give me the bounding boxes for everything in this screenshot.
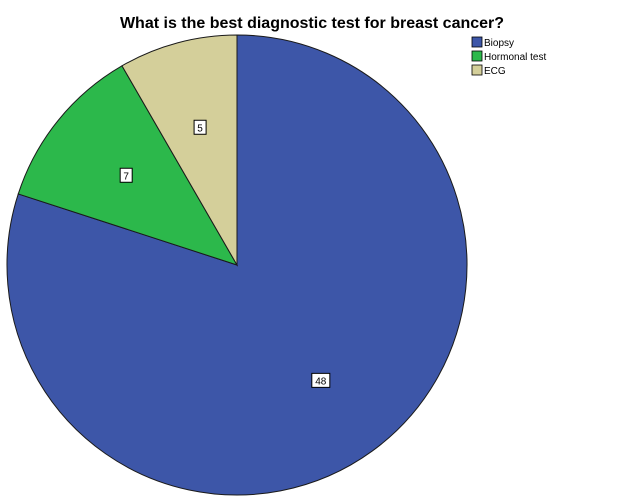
data-label-value: 7 <box>123 171 129 182</box>
legend-swatch <box>471 64 483 76</box>
data-labels: 48 7 5 <box>119 119 331 388</box>
legend-item-hormonal-test: Hormonal test <box>471 50 546 63</box>
chart-title: What is the best diagnostic test for bre… <box>120 15 504 32</box>
legend-label: Biopsy <box>484 38 514 49</box>
legend-label: ECG <box>484 66 506 77</box>
data-label-value: 5 <box>197 123 203 134</box>
data-label-ecg: 5 <box>193 119 207 135</box>
legend-label: Hormonal test <box>484 52 546 63</box>
pie-slices <box>6 34 468 496</box>
pie-slice-biopsy <box>6 34 468 496</box>
data-label-box <box>193 119 207 135</box>
legend-item-ecg: ECG <box>471 64 506 77</box>
pie-slice-ecg <box>121 34 238 267</box>
data-label-value: 48 <box>315 376 327 387</box>
data-label-biopsy: 48 <box>311 372 331 388</box>
legend-item-biopsy: Biopsy <box>471 36 514 49</box>
data-label-box <box>119 167 133 183</box>
data-label-box <box>311 372 331 388</box>
legend: Biopsy Hormonal test ECG <box>471 36 546 77</box>
legend-swatch <box>471 50 483 62</box>
legend-swatch <box>471 36 483 48</box>
pie-slice-hormonal-test <box>17 65 239 266</box>
data-label-hormonal-test: 7 <box>119 167 133 183</box>
